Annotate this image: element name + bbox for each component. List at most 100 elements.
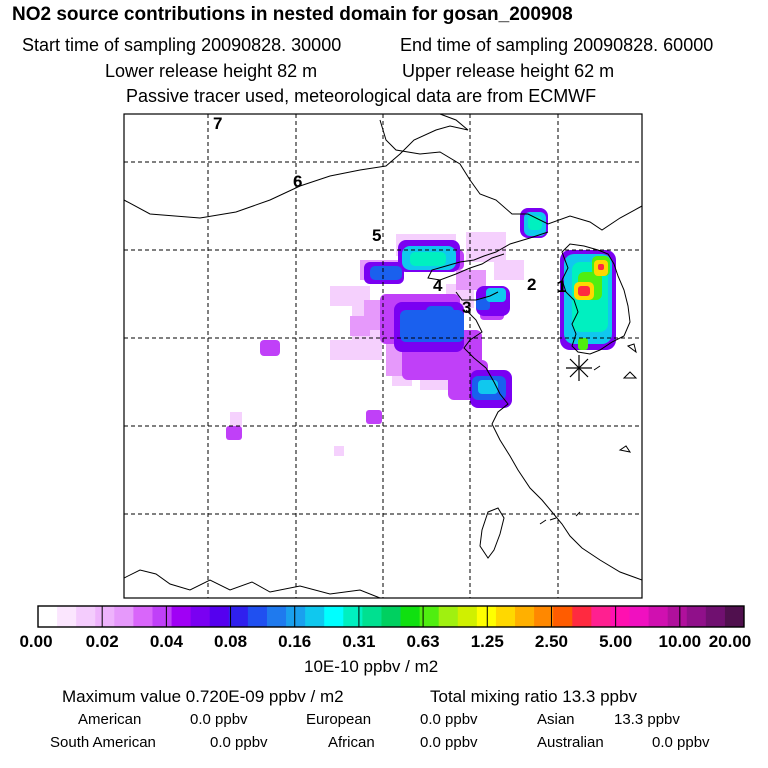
concentration-field <box>226 208 616 456</box>
colorbar-swatch <box>648 606 669 627</box>
colorbar-swatch <box>457 606 478 627</box>
colorbar-swatch <box>152 606 172 627</box>
colorbar-swatch <box>629 606 649 627</box>
african-label: African <box>328 734 375 751</box>
colorbar-swatch <box>190 606 211 627</box>
coast-line <box>463 309 642 581</box>
lower-release-height-label: Lower release height 82 m <box>105 61 318 81</box>
colorbar-swatch <box>381 606 401 627</box>
colorbar-swatch <box>572 606 592 627</box>
end-time-label: End time of sampling 20090828. 60000 <box>400 35 714 55</box>
colorbar-swatch <box>686 606 707 627</box>
colorbar-swatch <box>515 606 535 627</box>
colorbar-tick-label: 0.31 <box>342 632 375 651</box>
american-label: American <box>78 711 142 728</box>
colorbar-tick-label: 0.63 <box>407 632 440 651</box>
asian-label: Asian <box>537 711 575 728</box>
colorbar-swatch <box>114 606 134 627</box>
border-line <box>124 569 381 598</box>
south-american-value: 0.0 ppbv <box>210 734 268 751</box>
field-cell <box>426 306 454 326</box>
point-label-3: 3 <box>462 298 471 317</box>
border-line <box>124 114 469 219</box>
colorbar-swatch <box>553 606 573 627</box>
colorbar-swatch <box>362 606 382 627</box>
max-value-label: Maximum value 0.720E-09 ppbv / m2 <box>62 687 344 706</box>
field-cell <box>410 252 446 266</box>
island-marks <box>539 343 638 525</box>
european-label: European <box>306 711 372 728</box>
field-cell <box>578 338 588 350</box>
field-cell <box>578 286 590 296</box>
american-value: 0.0 ppbv <box>190 711 248 728</box>
colorbar-tick-labels: 0.00 0.02 0.04 0.08 0.16 0.31 0.63 1.25 2.50 5.00… <box>19 632 751 651</box>
colorbar-tick-label: 1.25 <box>471 632 504 651</box>
point-label-4: 4 <box>433 276 443 295</box>
field-cell <box>528 216 542 230</box>
colorbar-swatch <box>419 606 440 627</box>
upper-release-height-label: Upper release height 62 m <box>402 61 615 81</box>
colorbar-swatch <box>247 606 268 627</box>
colorbar-tick-label: 10.00 <box>659 632 702 651</box>
colorbar-swatch <box>209 606 230 627</box>
field-cell <box>370 266 402 280</box>
australian-label: Australian <box>537 734 604 751</box>
south-american-label: South American <box>50 734 156 751</box>
field-cell <box>260 340 280 356</box>
colorbar-swatch <box>438 606 459 627</box>
field-cell <box>494 260 524 280</box>
colorbar-tick-label: 0.04 <box>150 632 184 651</box>
colorbar-swatch <box>305 606 325 627</box>
colorbar-swatch <box>724 606 745 627</box>
colorbar-frame <box>37 605 745 628</box>
field-cell <box>350 316 370 336</box>
korea-coast <box>561 243 631 355</box>
tracer-info-label: Passive tracer used, meteorological data… <box>126 86 597 106</box>
map-frame <box>123 113 643 599</box>
colorbar-swatch <box>591 606 611 627</box>
colorbar-tick-label: 0.08 <box>214 632 247 651</box>
colorbar-swatch <box>286 606 306 627</box>
field-cell <box>330 340 380 360</box>
colorbar-swatch <box>400 606 421 627</box>
coast-line <box>427 231 549 281</box>
colorbar-swatch <box>38 606 58 627</box>
colorbar-swatch <box>171 606 192 627</box>
african-value: 0.0 ppbv <box>420 734 478 751</box>
colorbar-swatch <box>324 606 344 627</box>
chart-title: NO2 source contributions in nested domai… <box>12 4 573 25</box>
lat-lon-grid <box>124 114 642 598</box>
colorbar-swatch <box>610 606 630 627</box>
asian-value: 13.3 ppbv <box>614 711 680 728</box>
colorbar-swatch <box>57 606 77 627</box>
receptor-stroke <box>569 358 589 378</box>
colorbar-swatch <box>534 606 554 627</box>
field-cell <box>476 298 490 310</box>
colorbar-tick-label: 0.16 <box>278 632 311 651</box>
colorbar-swatch <box>133 606 153 627</box>
colorbar <box>37 605 745 628</box>
total-mixing-ratio-label: Total mixing ratio 13.3 ppbv <box>430 687 637 706</box>
border-line <box>379 119 642 231</box>
colorbar-swatch <box>76 606 96 627</box>
colorbar-tick-label: 0.02 <box>86 632 119 651</box>
field-cell <box>598 264 604 270</box>
field-cell <box>456 270 486 290</box>
point-label-1: 1 <box>557 277 566 296</box>
colorbar-swatch <box>266 606 287 627</box>
coast-line <box>455 291 499 301</box>
european-value: 0.0 ppbv <box>420 711 478 728</box>
colorbar-swatch <box>95 606 115 627</box>
colorbar-tick-label: 20.00 <box>709 632 752 651</box>
colorbar-swatch <box>476 606 497 627</box>
australian-value: 0.0 ppbv <box>652 734 710 751</box>
field-cell <box>478 380 498 394</box>
taiwan-coast <box>479 507 505 559</box>
start-time-label: Start time of sampling 20090828. 30000 <box>22 35 342 55</box>
point-label-5: 5 <box>372 226 381 245</box>
field-cell <box>230 412 242 426</box>
colorbar-unit-label: 10E-10 ppbv / m2 <box>304 657 439 676</box>
point-label-2: 2 <box>527 275 536 294</box>
field-cell <box>366 410 382 424</box>
